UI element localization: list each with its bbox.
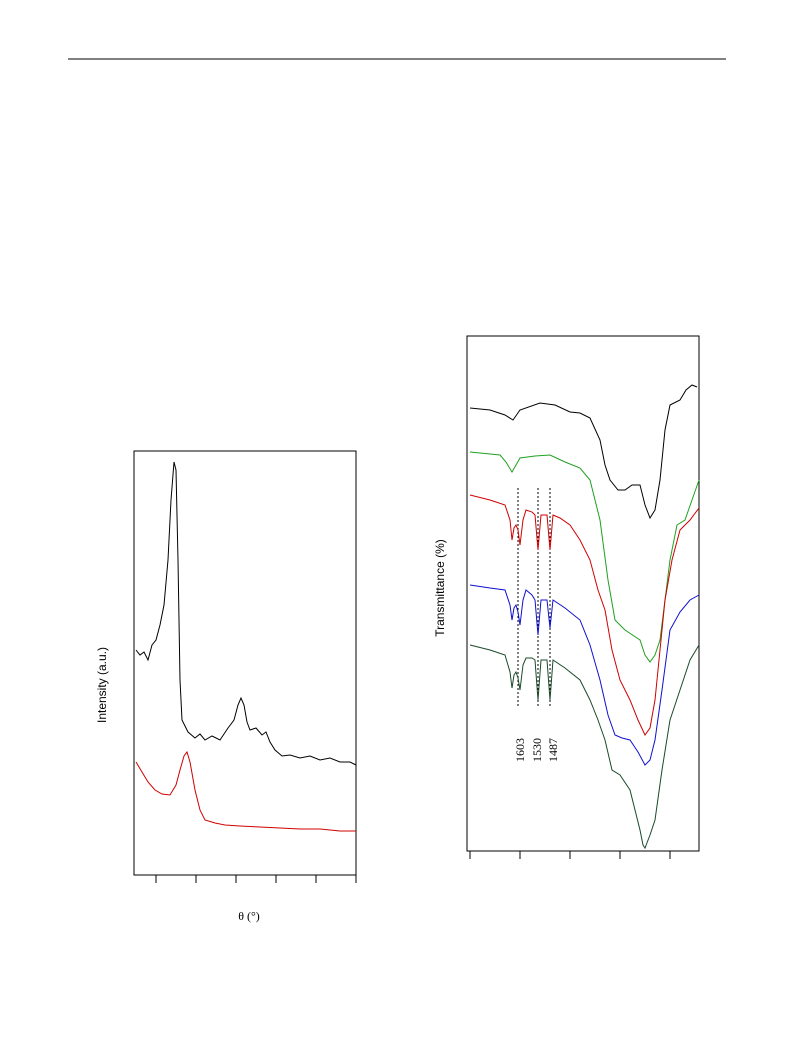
peak-label: 1530 [530,738,544,762]
plot-frame [133,450,357,876]
peak-guides [517,488,551,708]
xrd-curve [135,750,356,832]
ftir-curves [469,384,700,850]
xrd-figure: Intensity (a.u.) θ (°) [95,450,357,923]
peak-label: 1487 [546,738,560,762]
y-axis-label: Intensity (a.u.) [95,647,109,723]
y-axis-label: Transmittance (%) [433,539,447,637]
plot-frame [466,335,700,852]
x-ticks [155,875,357,883]
peak-label: 1603 [513,738,527,762]
xrd-curve [135,461,357,766]
ftir-figure: Transmittance (%) 1603 1530 1487 [433,335,700,859]
x-ticks [469,851,671,859]
x-axis-label: θ (°) [238,909,260,923]
